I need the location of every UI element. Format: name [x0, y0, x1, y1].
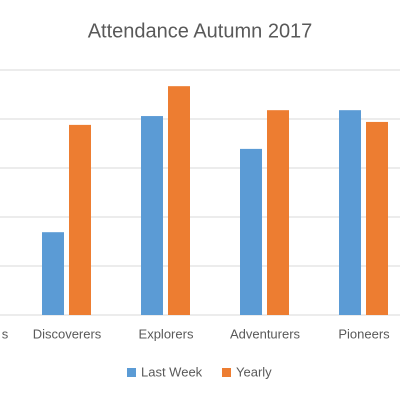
legend-swatch	[127, 368, 136, 377]
x-tick-label: Explorers	[139, 326, 194, 341]
bar	[168, 86, 190, 315]
legend-swatch	[222, 368, 231, 377]
bar	[42, 232, 64, 315]
legend-label: Yearly	[236, 364, 272, 379]
bar	[141, 116, 163, 315]
x-tick-label: Adventurers	[230, 326, 301, 341]
x-tick-label: s	[2, 326, 9, 341]
chart-title: Attendance Autumn 2017	[88, 20, 313, 42]
bar	[240, 148, 262, 315]
bar	[69, 124, 91, 315]
x-tick-label: Discoverers	[33, 326, 102, 341]
bar	[267, 110, 289, 316]
bar	[366, 121, 388, 315]
x-tick-label: Pioneers	[338, 326, 390, 341]
bar	[339, 110, 361, 316]
legend-label: Last Week	[141, 364, 203, 379]
